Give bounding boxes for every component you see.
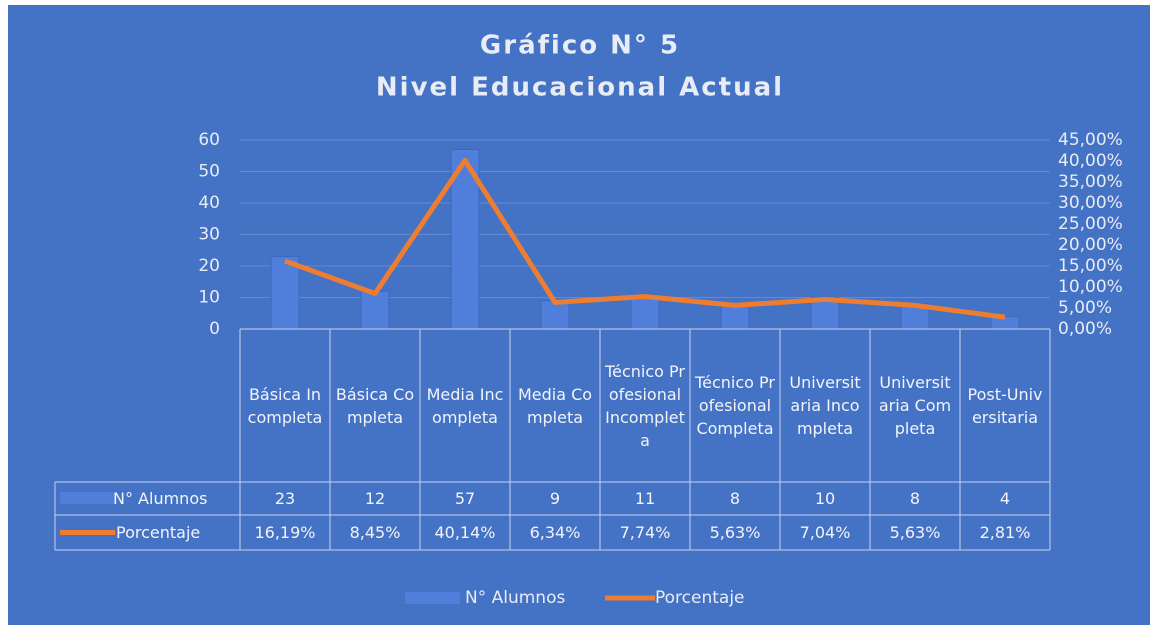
bar (720, 303, 750, 330)
legend-key (60, 492, 115, 504)
legend-key (405, 592, 460, 604)
bar (810, 297, 840, 330)
y2-tick-label: 10,00% (1058, 277, 1123, 297)
table-value: 16,19% (254, 523, 316, 542)
table-value: 8 (909, 489, 921, 508)
y2-tick-label: 15,00% (1058, 256, 1123, 276)
y-tick-label: 50 (198, 162, 220, 182)
y-tick-label: 0 (209, 319, 220, 339)
table-value: 40,14% (434, 523, 496, 542)
y-tick-label: 40 (198, 193, 220, 213)
row-header: Porcentaje (116, 523, 201, 542)
y2-tick-label: 45,00% (1058, 130, 1123, 150)
y-tick-label: 10 (198, 288, 220, 308)
category-label: Técnico Profesional Completa (695, 373, 775, 438)
category-label: Media Completa (517, 384, 593, 427)
table-value: 2,81% (979, 523, 1031, 542)
y-tick-label: 30 (198, 225, 220, 245)
table-value: 12 (364, 489, 386, 508)
table-value: 7,74% (619, 523, 671, 542)
table-value: 23 (274, 489, 296, 508)
legend-label: N° Alumnos (465, 588, 565, 608)
table-value: 5,63% (709, 523, 761, 542)
y2-tick-label: 0,00% (1058, 319, 1112, 339)
category-label: Media Incompleta (426, 384, 504, 427)
table-value: 57 (454, 489, 476, 508)
y2-tick-label: 25,00% (1058, 214, 1123, 234)
row-header: N° Alumnos (113, 489, 208, 508)
bar (360, 290, 390, 330)
y2-tick-label: 30,00% (1058, 193, 1123, 213)
table-value: 9 (549, 489, 561, 508)
bar (270, 256, 300, 330)
table-value: 5,63% (889, 523, 941, 542)
y-tick-label: 60 (198, 130, 220, 150)
table-value: 6,34% (529, 523, 581, 542)
y2-tick-label: 35,00% (1058, 172, 1123, 192)
table-value: 8,45% (349, 523, 401, 542)
table-value: 10 (814, 489, 836, 508)
y2-tick-label: 20,00% (1058, 235, 1123, 255)
category-label: Básica Incompleta (247, 384, 323, 427)
y2-tick-label: 40,00% (1058, 151, 1123, 171)
category-label: Universitaria Completa (878, 373, 952, 438)
bar (540, 300, 570, 330)
category-label: Básica Completa (335, 384, 415, 427)
table-value: 4 (999, 489, 1011, 508)
table-value: 8 (729, 489, 741, 508)
table-value: 11 (634, 489, 656, 508)
chart-title: Gráfico N° 5 (480, 31, 680, 61)
legend-label: Porcentaje (655, 588, 745, 608)
y-tick-label: 20 (198, 256, 220, 276)
category-label: Post-Universitaria (967, 384, 1043, 427)
line (284, 157, 1006, 320)
y2-tick-label: 5,00% (1058, 298, 1112, 318)
category-label: Universitaria Incompleta (789, 373, 861, 438)
table-value: 7,04% (799, 523, 851, 542)
chart-subtitle: Nivel Educacional Actual (376, 73, 784, 103)
category-label: Técnico Profesional Incompleta (605, 361, 685, 450)
